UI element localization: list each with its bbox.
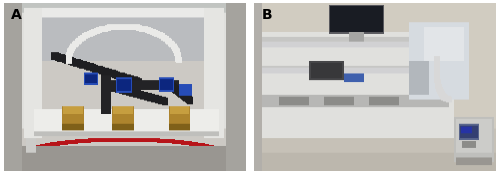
Text: B: B (262, 9, 272, 22)
Text: A: A (12, 9, 22, 22)
